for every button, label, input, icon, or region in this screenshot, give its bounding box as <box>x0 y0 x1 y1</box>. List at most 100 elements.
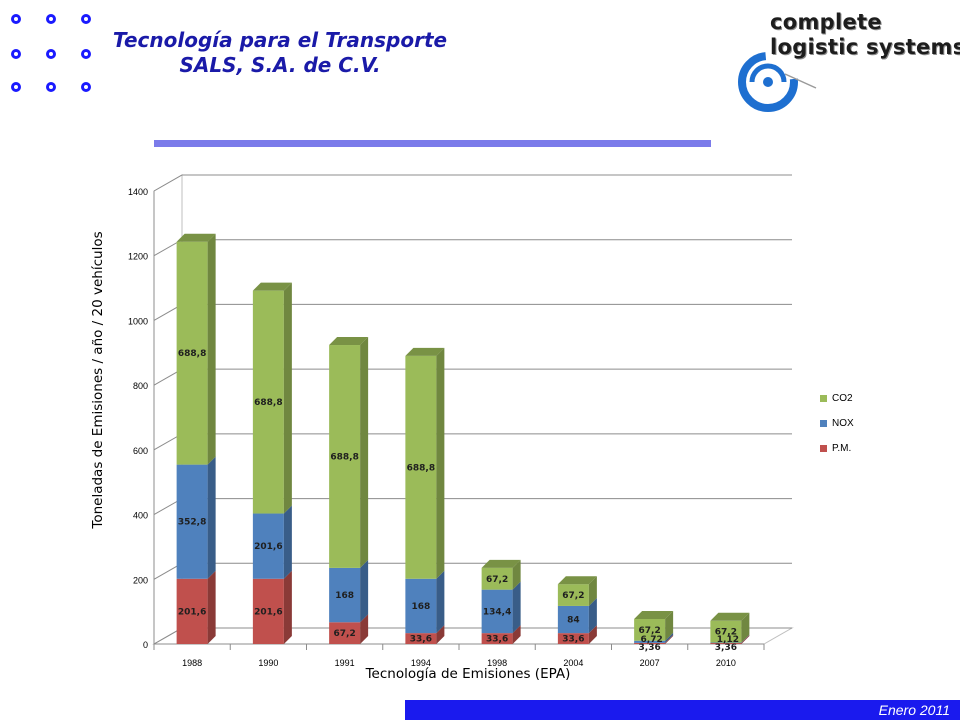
x-tick-label: 1990 <box>258 658 278 668</box>
data-label: 67,2 <box>639 626 661 636</box>
bar-segment-co2 <box>252 290 284 514</box>
bar-segment-pm <box>634 642 666 644</box>
data-label: 3,36 <box>715 643 737 653</box>
gridline <box>153 368 792 386</box>
data-label: 688,8 <box>178 349 206 359</box>
title-underline-rule <box>154 140 711 147</box>
data-label: 67,2 <box>715 628 737 638</box>
bar-segment-side <box>360 614 369 644</box>
bar-segment-side <box>283 282 292 514</box>
x-tick-label: 1988 <box>182 658 202 668</box>
bar-segment-pm <box>329 622 361 644</box>
gridline <box>153 627 792 645</box>
data-label: 67,2 <box>562 591 584 601</box>
data-label: 1,12 <box>717 635 739 645</box>
dot-icon <box>81 49 91 59</box>
company-logo: complete logistic systems <box>730 8 960 113</box>
bar-segment-pm <box>481 633 513 644</box>
bar-segment-side <box>741 612 750 643</box>
bar-segment-co2 <box>557 584 589 606</box>
data-label: 6,72 <box>641 635 663 645</box>
bar-segment-nox <box>405 578 437 634</box>
legend-item: NOX <box>820 411 854 436</box>
bar-segment-pm <box>710 642 742 644</box>
dot-icon <box>11 82 21 92</box>
bar-segment-side <box>741 634 750 643</box>
data-label: 168 <box>335 591 354 601</box>
bar-segment-side <box>588 576 597 606</box>
bar-segment-side <box>588 597 597 634</box>
x-tick-label: 2004 <box>563 658 583 668</box>
y-tick-label: 800 <box>133 381 148 391</box>
data-label: 352,8 <box>178 518 206 528</box>
gridline <box>153 303 792 321</box>
dot-icon <box>81 14 91 24</box>
data-label: 134,4 <box>483 607 511 617</box>
dot-icon <box>81 82 91 92</box>
legend-label: P.M. <box>832 443 852 454</box>
bar-top-face <box>329 337 369 346</box>
data-label: 3,36 <box>639 643 661 653</box>
data-label: 168 <box>411 602 430 612</box>
footer-bar: Enero 2011 <box>405 700 960 720</box>
bar-segment-side <box>741 634 750 644</box>
y-tick-label: 1400 <box>128 187 148 197</box>
data-label: 67,2 <box>486 575 508 585</box>
bar-segment-side <box>436 625 445 644</box>
bar-top-face <box>710 612 750 621</box>
bar-segment-co2 <box>405 355 437 579</box>
data-label: 67,2 <box>334 629 356 639</box>
decorative-dot-grid <box>8 12 98 102</box>
bar-segment-nox <box>252 513 284 579</box>
chart-legend: CO2 NOX P.M. <box>820 386 854 461</box>
bar-segment-side <box>665 632 674 643</box>
bar-segment-pm <box>405 633 437 644</box>
bar-segment-side <box>207 456 216 579</box>
data-label: 688,8 <box>254 398 282 408</box>
bar-segment-co2 <box>176 241 208 465</box>
bar-segment-side <box>436 347 445 579</box>
bar-top-face <box>557 576 597 585</box>
bar-segment-side <box>283 570 292 644</box>
legend-item: P.M. <box>820 436 854 461</box>
bar-segment-side <box>207 233 216 465</box>
x-tick-label: 1998 <box>487 658 507 668</box>
logo-swirl-icon <box>738 52 817 112</box>
x-tick-label: 2007 <box>640 658 660 668</box>
data-label: 84 <box>567 616 580 626</box>
legend-item: CO2 <box>820 386 854 411</box>
bar-segment-nox <box>481 589 513 634</box>
data-label: 33,6 <box>562 635 584 645</box>
legend-label: NOX <box>832 418 854 429</box>
bar-top-face <box>176 233 216 242</box>
data-label: 33,6 <box>410 635 432 645</box>
bar-segment-side <box>665 610 674 641</box>
logo-text-line-1: complete <box>770 10 882 34</box>
data-label: 201,6 <box>178 607 206 617</box>
page-title: Tecnología para el Transporte SALS, S.A.… <box>95 28 465 78</box>
bar-segment-co2 <box>481 567 513 590</box>
legend-swatch <box>820 420 827 427</box>
dot-icon <box>11 14 21 24</box>
bar-top-face <box>252 282 292 291</box>
bar-segment-side <box>207 570 216 644</box>
y-tick-label: 1000 <box>128 316 148 326</box>
bar-segment-co2 <box>634 618 666 641</box>
x-tick-label: 1991 <box>335 658 355 668</box>
x-axis-label: Tecnología de Emisiones (EPA) <box>365 666 571 682</box>
bar-segment-nox <box>329 567 361 623</box>
legend-swatch <box>820 395 827 402</box>
bar-segment-nox <box>710 642 742 644</box>
data-label: 201,6 <box>254 542 282 552</box>
bar-segment-nox <box>176 464 208 579</box>
y-tick-label: 600 <box>133 446 148 456</box>
y-tick-label: 400 <box>133 511 148 521</box>
bar-segment-pm <box>176 578 208 644</box>
bar-segment-co2 <box>710 620 742 643</box>
y-tick-label: 200 <box>133 575 148 585</box>
bar-segment-side <box>360 559 369 623</box>
bar-top-face <box>481 559 521 568</box>
y-tick-label: 0 <box>143 640 148 650</box>
data-label: 201,6 <box>254 607 282 617</box>
bar-segment-side <box>436 570 445 634</box>
